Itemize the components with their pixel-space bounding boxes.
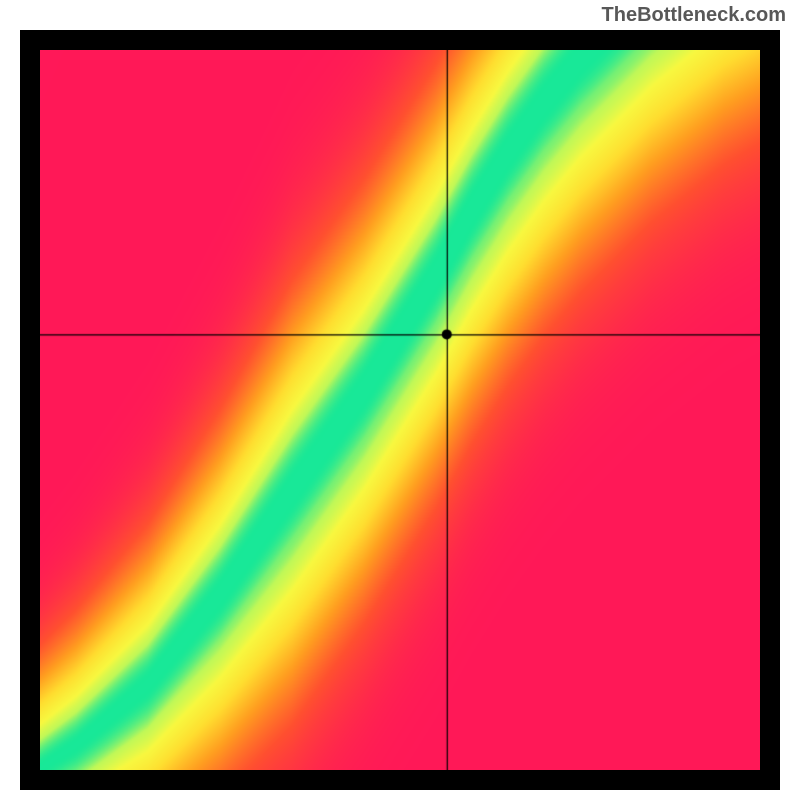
heatmap-chart-frame [20,30,780,790]
attribution-text: TheBottleneck.com [602,4,786,27]
heatmap-canvas [40,50,760,770]
